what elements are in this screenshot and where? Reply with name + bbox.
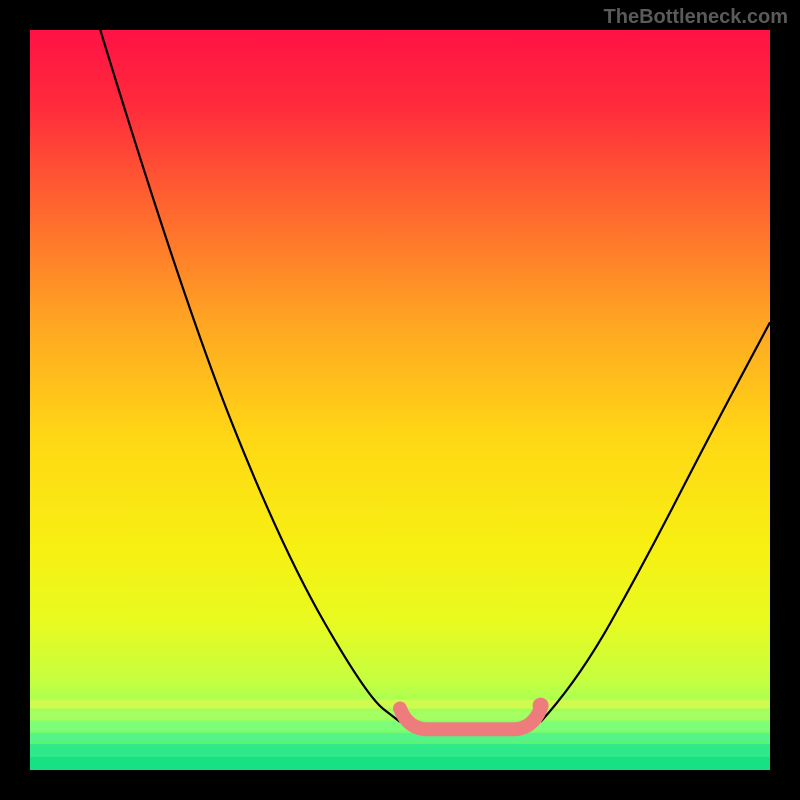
chart-container: TheBottleneck.com (0, 0, 800, 800)
band-end-marker (533, 698, 549, 714)
plot-background (30, 30, 770, 770)
watermark-text: TheBottleneck.com (604, 6, 788, 29)
gradient-stripe (30, 733, 770, 742)
gradient-stripe (30, 722, 770, 731)
gradient-stripe (30, 757, 770, 770)
gradient-stripe (30, 744, 770, 755)
bottleneck-v-curve-chart (0, 0, 800, 800)
